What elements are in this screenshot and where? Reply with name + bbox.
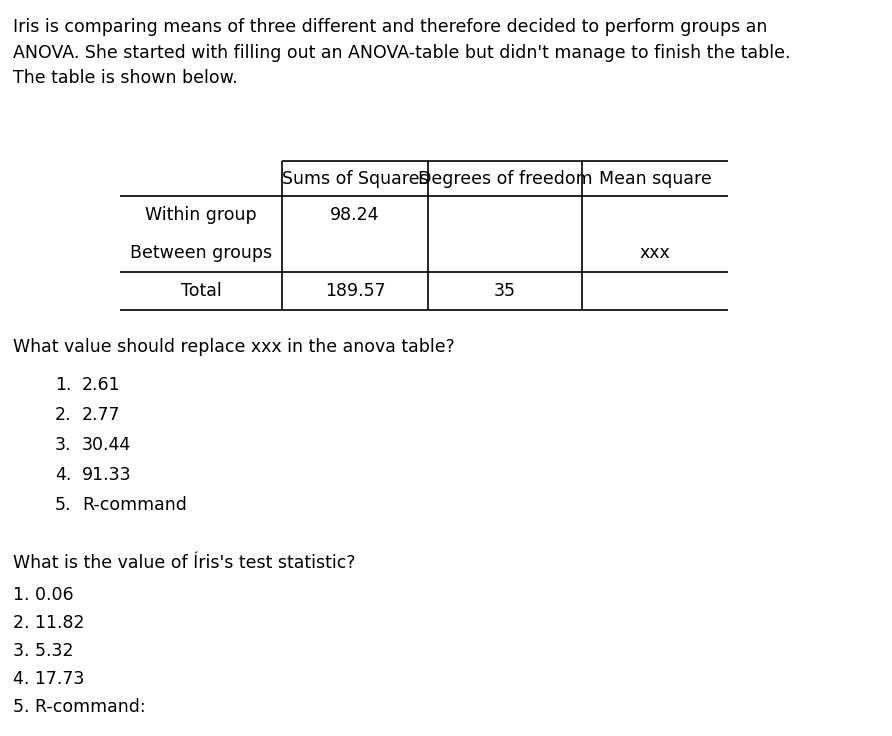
- Text: Total: Total: [180, 282, 221, 300]
- Text: 98.24: 98.24: [330, 206, 380, 224]
- Text: 5.: 5.: [55, 496, 71, 514]
- Text: 5. R-command:: 5. R-command:: [13, 698, 145, 716]
- Text: Sums of Squares: Sums of Squares: [282, 169, 428, 188]
- Text: 1. 0.06: 1. 0.06: [13, 586, 74, 604]
- Text: Between groups: Between groups: [130, 244, 272, 262]
- Text: 2.61: 2.61: [82, 376, 120, 394]
- Text: What is the value of Íris's test statistic?: What is the value of Íris's test statist…: [13, 554, 356, 572]
- Text: 2. 11.82: 2. 11.82: [13, 614, 85, 632]
- Text: 2.77: 2.77: [82, 406, 120, 424]
- Text: 1.: 1.: [55, 376, 71, 394]
- Text: The table is shown below.: The table is shown below.: [13, 69, 238, 87]
- Text: 4. 17.73: 4. 17.73: [13, 670, 85, 688]
- Text: Mean square: Mean square: [599, 169, 712, 188]
- Text: 3.: 3.: [55, 436, 71, 454]
- Text: Degrees of freedom: Degrees of freedom: [417, 169, 592, 188]
- Text: 4.: 4.: [55, 466, 71, 484]
- Text: What value should replace xxx in the anova table?: What value should replace xxx in the ano…: [13, 338, 455, 356]
- Text: Iris is comparing means of three different and therefore decided to perform grou: Iris is comparing means of three differe…: [13, 18, 767, 36]
- Text: ANOVA. She started with filling out an ANOVA-table but didn't manage to finish t: ANOVA. She started with filling out an A…: [13, 43, 790, 62]
- Text: Within group: Within group: [145, 206, 257, 224]
- Text: R-command: R-command: [82, 496, 187, 514]
- Text: 91.33: 91.33: [82, 466, 132, 484]
- Text: 2.: 2.: [55, 406, 71, 424]
- Text: 35: 35: [494, 282, 516, 300]
- Text: 30.44: 30.44: [82, 436, 131, 454]
- Text: 189.57: 189.57: [325, 282, 385, 300]
- Text: 3. 5.32: 3. 5.32: [13, 642, 73, 660]
- Text: xxx: xxx: [640, 244, 671, 262]
